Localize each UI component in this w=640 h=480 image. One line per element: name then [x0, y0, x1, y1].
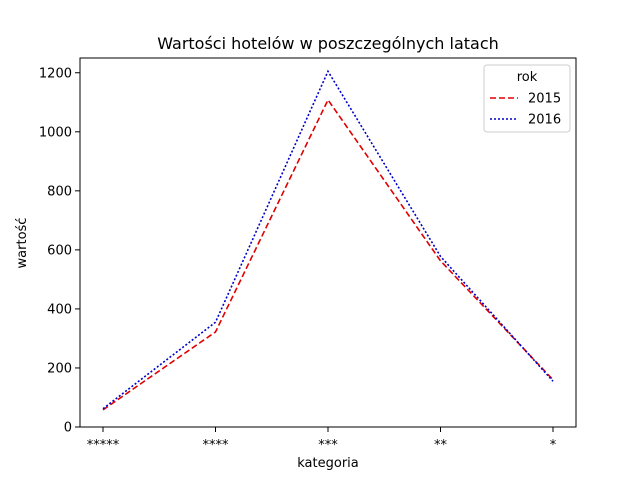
legend-entries: 2015 2016	[490, 92, 561, 128]
legend-title: rok	[517, 70, 538, 85]
x-tick-label: **	[434, 438, 448, 453]
y-tick-label: 1000	[39, 125, 72, 140]
legend-label-2016: 2016	[528, 113, 561, 128]
x-tick-label: *****	[87, 438, 120, 453]
x-tick-label: *	[550, 438, 557, 453]
x-tick-label: ****	[203, 438, 230, 453]
y-tick-label: 600	[47, 243, 72, 258]
x-axis-label: kategoria	[297, 456, 359, 471]
y-axis: 0 200 400 600 800 1000 1200	[39, 66, 80, 436]
legend: rok 2015 2016	[483, 64, 571, 133]
series-line-2015	[102, 98, 554, 411]
y-tick-label: 0	[64, 421, 72, 436]
series-layer	[102, 69, 554, 411]
y-tick-label: 1200	[39, 66, 72, 81]
x-tick-label: ***	[318, 438, 338, 453]
y-tick-label: 800	[47, 184, 72, 199]
y-axis-label: wartość	[15, 218, 30, 269]
legend-box	[483, 64, 571, 133]
chart-title: Wartości hotelów w poszczególnych latach	[157, 34, 499, 53]
y-tick-label: 400	[47, 302, 72, 317]
y-tick-label: 200	[47, 361, 72, 376]
series-line-2016	[102, 69, 554, 410]
legend-label-2015: 2015	[528, 92, 561, 107]
x-axis: ***** **** *** ** *	[87, 427, 557, 453]
